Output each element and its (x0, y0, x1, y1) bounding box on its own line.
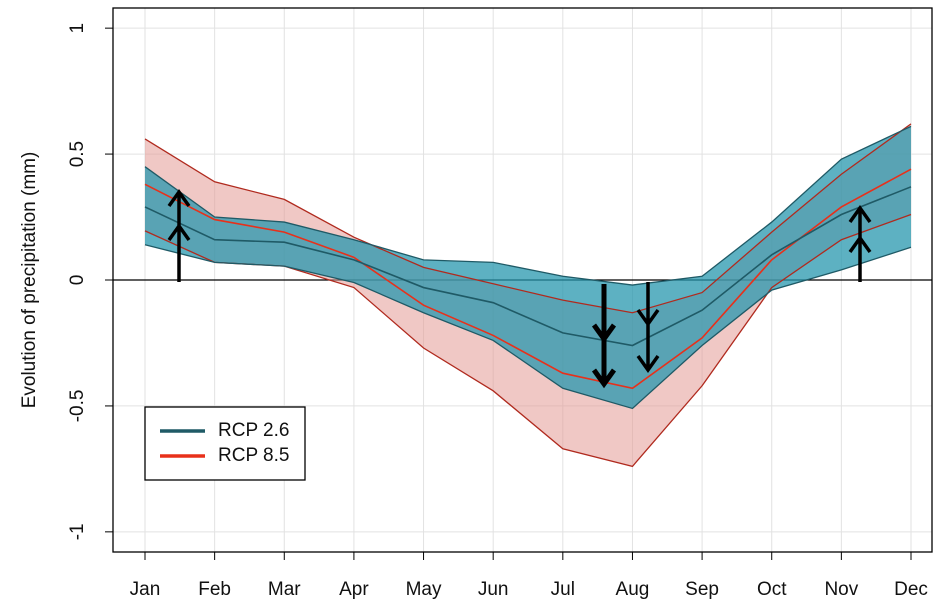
x-tick-label: Apr (339, 579, 369, 600)
y-axis-label: Evolution of precipitation (mm) (19, 152, 40, 409)
arrow-down (591, 284, 617, 389)
legend: RCP 2.6 RCP 8.5 (144, 406, 306, 481)
median-line (144, 186, 912, 347)
x-tick-label: Feb (198, 579, 231, 600)
x-tick-label: Dec (894, 579, 928, 600)
x-tick-label: Jun (478, 579, 509, 600)
x-tick-label: Oct (757, 579, 787, 600)
x-tick-label: Nov (824, 579, 858, 600)
arrow-up (167, 188, 191, 282)
band-edge (144, 123, 912, 314)
median-line (144, 168, 912, 390)
x-tick-label: Sep (685, 579, 719, 600)
y-tick-label: 1 (67, 23, 88, 34)
arrow-up (848, 204, 872, 282)
y-tick-label: -0.5 (67, 390, 88, 423)
x-tick-label: Mar (268, 579, 301, 600)
legend-label: RCP 8.5 (218, 445, 289, 466)
arrows (167, 188, 872, 389)
arrow-down (636, 282, 660, 374)
band (145, 126, 911, 409)
x-tick-label: Aug (616, 579, 650, 600)
band-edge (144, 125, 912, 286)
x-tick-label: May (406, 579, 442, 600)
legend-label: RCP 2.6 (218, 420, 289, 441)
x-tick-label: Jul (551, 579, 575, 600)
y-tick-label: 0 (67, 275, 88, 286)
legend-box (144, 406, 306, 481)
plot-frame (112, 7, 933, 553)
band-edge (144, 244, 912, 410)
x-tick-label: Jan (130, 579, 161, 600)
y-tick-label: 0.5 (67, 141, 88, 167)
y-tick-label: -1 (67, 523, 88, 540)
